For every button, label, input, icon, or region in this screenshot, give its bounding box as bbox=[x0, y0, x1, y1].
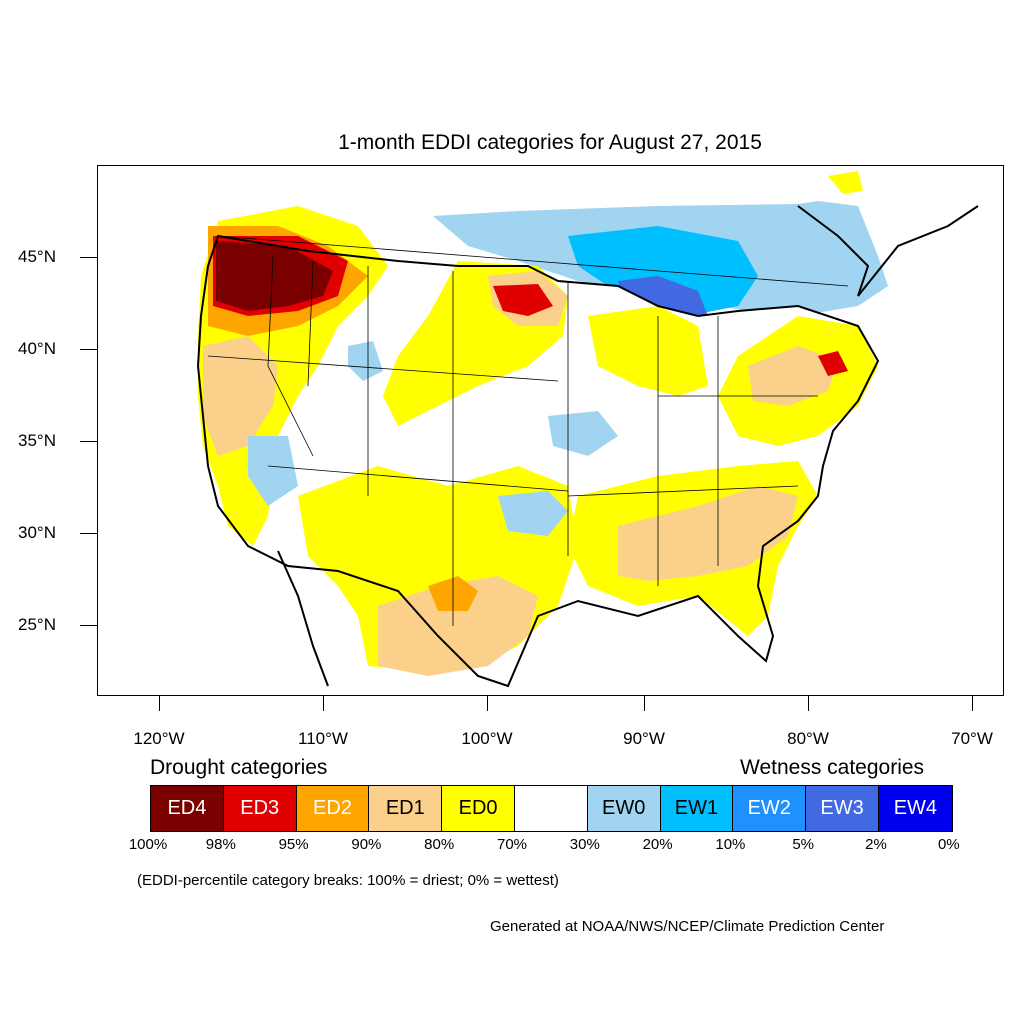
legend-ew2: EW2 bbox=[733, 786, 807, 831]
north-east-yellow bbox=[828, 171, 863, 194]
wetness-heading: Wetness categories bbox=[740, 756, 925, 779]
oklahoma-wet bbox=[498, 491, 568, 536]
lat-label-30: 30°N bbox=[18, 523, 56, 542]
california-wet bbox=[248, 436, 298, 506]
percentile-label: 80% bbox=[424, 836, 455, 853]
canada-coast bbox=[797, 205, 979, 297]
lon-tick bbox=[487, 696, 488, 711]
legend-ed2: ED2 bbox=[296, 786, 370, 831]
lon-tick bbox=[159, 696, 160, 711]
lat-tick bbox=[80, 349, 97, 350]
lon-label-90: 90°W bbox=[623, 729, 665, 748]
percentile-label: 70% bbox=[496, 836, 528, 853]
lat-label-35: 35°N bbox=[18, 431, 56, 450]
legend-bar: ED4 ED3 ED2 ED1 ED0 EW0 EW1 EW2 EW3 EW4 bbox=[150, 785, 953, 832]
utah-wet bbox=[348, 341, 383, 381]
lon-label-120: 120°W bbox=[133, 729, 185, 748]
conus-outline bbox=[196, 234, 880, 688]
lat-tick bbox=[80, 533, 97, 534]
arkansas-wet bbox=[548, 411, 618, 456]
lat-tick bbox=[80, 257, 97, 258]
lon-tick bbox=[972, 696, 973, 711]
lat-label-25: 25°N bbox=[18, 615, 56, 634]
percentile-label: 20% bbox=[642, 836, 673, 853]
lat-tick bbox=[80, 441, 97, 442]
ny-ed3 bbox=[818, 351, 848, 376]
lon-tick bbox=[808, 696, 809, 711]
northeast-ed1 bbox=[748, 346, 838, 406]
percentile-label: 98% bbox=[205, 836, 236, 853]
percentile-label: 90% bbox=[351, 836, 382, 853]
legend-ed1: ED1 bbox=[369, 786, 443, 831]
nd-ed3 bbox=[493, 284, 553, 316]
percentile-label: 2% bbox=[865, 836, 887, 853]
legend-ew0: EW0 bbox=[587, 786, 661, 831]
map-panel bbox=[97, 165, 1004, 696]
state-borders bbox=[207, 235, 849, 626]
lon-label-100: 100°W bbox=[461, 729, 513, 748]
legend-ed3: ED3 bbox=[223, 786, 297, 831]
southeast-ed1 bbox=[618, 486, 798, 581]
lon-label-110: 110°W bbox=[298, 729, 348, 748]
percentile-label: 0% bbox=[937, 836, 960, 853]
legend-neutral bbox=[514, 786, 588, 831]
texas-ed1 bbox=[378, 576, 538, 676]
map-title: 1-month EDDI categories for August 27, 2… bbox=[338, 131, 762, 154]
legend-ew3: EW3 bbox=[806, 786, 879, 831]
lon-label-80: 80°W bbox=[787, 729, 829, 748]
category-note: (EDDI-percentile category breaks: 100% =… bbox=[137, 872, 559, 889]
percentile-label: 10% bbox=[715, 836, 746, 853]
lon-tick bbox=[323, 696, 324, 711]
percentile-label: 5% bbox=[792, 836, 815, 853]
legend-ew1: EW1 bbox=[660, 786, 734, 831]
legend-ed4: ED4 bbox=[151, 786, 224, 831]
percentile-label: 30% bbox=[569, 836, 600, 853]
lon-label-70: 70°W bbox=[951, 729, 993, 748]
west-ed1 bbox=[203, 336, 278, 456]
lat-label-40: 40°N bbox=[18, 339, 56, 358]
pnw-ed4 bbox=[216, 241, 333, 311]
legend-ew4: EW4 bbox=[878, 786, 952, 831]
percentile-label: 100% bbox=[128, 836, 168, 853]
legend-ed0: ED0 bbox=[442, 786, 515, 831]
eddi-map bbox=[196, 171, 979, 688]
lat-tick bbox=[80, 625, 97, 626]
baja-coast bbox=[277, 550, 329, 687]
percentile-label: 95% bbox=[278, 836, 309, 853]
midwest-yellow bbox=[588, 306, 708, 396]
lon-tick bbox=[644, 696, 645, 711]
lat-label-45: 45°N bbox=[18, 247, 56, 266]
credit-text: Generated at NOAA/NWS/NCEP/Climate Predi… bbox=[490, 918, 885, 935]
drought-heading: Drought categories bbox=[150, 756, 328, 779]
